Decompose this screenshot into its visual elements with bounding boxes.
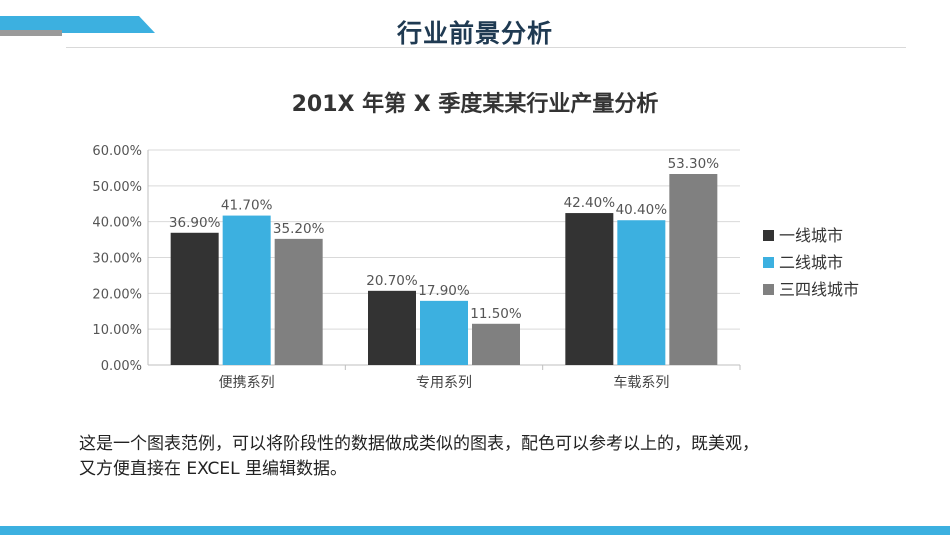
y-tick-label: 20.00% — [92, 287, 142, 302]
data-label: 20.70% — [366, 273, 418, 289]
y-tick-label: 50.00% — [92, 180, 142, 195]
legend-label: 二线城市 — [779, 253, 843, 272]
bar — [472, 323, 520, 365]
legend-label: 三四线城市 — [779, 280, 859, 299]
bottom-accent-bar — [0, 526, 950, 535]
page-title: 行业前景分析 — [396, 19, 553, 48]
data-label: 11.50% — [470, 306, 522, 322]
data-label: 17.90% — [418, 283, 470, 299]
data-label: 41.70% — [221, 198, 273, 214]
legend-swatch — [763, 284, 774, 295]
chart-title: 201X 年第 X 季度某某行业产量分析 — [291, 92, 659, 117]
y-tick-label: 30.00% — [92, 252, 142, 267]
x-tick-label: 车载系列 — [613, 374, 669, 391]
legend-label: 一线城市 — [779, 226, 843, 245]
description-line-2: 又方便直接在 EXCEL 里编辑数据。 — [79, 459, 348, 479]
data-label: 53.30% — [668, 156, 720, 172]
description: 这是一个图表范例，可以将阶段性的数据做成类似的图表，配色可以参考以上的，既美观，… — [79, 432, 899, 482]
x-tick-label: 专用系列 — [416, 375, 472, 391]
bar — [617, 220, 666, 365]
bar — [368, 290, 416, 365]
x-tick-label: 便携系列 — [219, 375, 275, 391]
bar — [274, 238, 323, 365]
bar — [170, 232, 219, 365]
description-line-1: 这是一个图表范例，可以将阶段性的数据做成类似的图表，配色可以参考以上的，既美观， — [79, 434, 759, 454]
bar — [420, 300, 468, 365]
y-tick-label: 60.00% — [92, 144, 142, 159]
bar — [222, 215, 271, 365]
data-label: 35.20% — [273, 221, 325, 237]
data-label: 40.40% — [616, 202, 668, 218]
data-label: 36.90% — [169, 215, 221, 231]
bar-chart: 0.00% 10.00% 20.00% 30.00% 40.00% 50.00% 60.00… — [92, 144, 859, 391]
title-divider — [66, 47, 906, 48]
y-tick-label: 0.00% — [101, 359, 142, 374]
legend-swatch — [763, 257, 774, 268]
corner-accent-gray — [0, 30, 62, 36]
legend-swatch — [763, 230, 774, 241]
corner-accent-blue — [0, 16, 155, 33]
y-tick-label: 10.00% — [92, 323, 142, 338]
data-label: 42.40% — [564, 195, 616, 211]
y-tick-label: 40.00% — [92, 216, 142, 231]
bar — [565, 213, 614, 365]
bar — [669, 174, 718, 365]
